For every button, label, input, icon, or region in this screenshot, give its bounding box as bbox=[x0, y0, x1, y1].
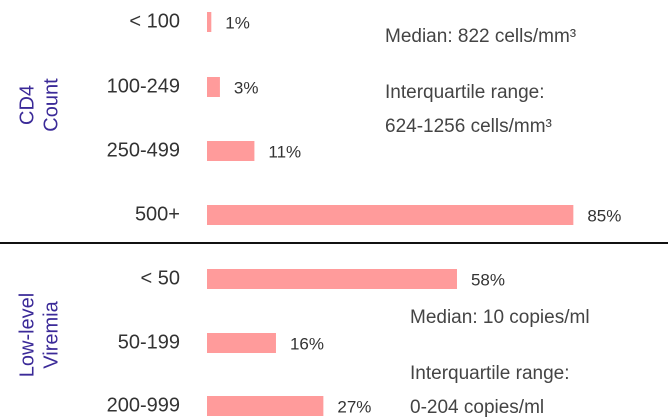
annotation: Interquartile range: bbox=[385, 82, 545, 103]
bar bbox=[207, 12, 212, 32]
bar bbox=[207, 77, 220, 97]
value-label: 1% bbox=[225, 13, 250, 32]
bar bbox=[207, 269, 457, 289]
value-label: 85% bbox=[587, 206, 621, 225]
category-label: 200-999 bbox=[107, 394, 180, 416]
category-label: 250-499 bbox=[107, 139, 180, 161]
bar bbox=[207, 396, 324, 416]
axis-label: Low-level bbox=[16, 293, 38, 377]
value-label: 11% bbox=[268, 142, 301, 161]
value-label: 58% bbox=[471, 270, 505, 289]
annotation: Median: 822 cells/mm³ bbox=[385, 26, 576, 47]
axis-label: Viremia bbox=[40, 300, 62, 368]
value-label: 27% bbox=[337, 397, 371, 416]
bar bbox=[207, 141, 255, 161]
axis-label: Count bbox=[40, 78, 62, 132]
axis-label: CD4 bbox=[16, 85, 38, 125]
category-label: 500+ bbox=[135, 203, 180, 225]
value-label: 3% bbox=[234, 78, 259, 97]
category-label: 50-199 bbox=[118, 331, 180, 353]
category-label: < 50 bbox=[141, 267, 180, 289]
annotation: Interquartile range: bbox=[410, 363, 570, 384]
category-label: < 100 bbox=[129, 10, 180, 32]
value-label: 16% bbox=[290, 334, 324, 353]
category-label: 100-249 bbox=[107, 75, 180, 97]
bar bbox=[207, 333, 276, 353]
annotation: Median: 10 copies/ml bbox=[410, 307, 590, 328]
bar bbox=[207, 205, 574, 225]
annotation: 624-1256 cells/mm³ bbox=[385, 116, 552, 137]
annotation: 0-204 copies/ml bbox=[410, 397, 544, 417]
